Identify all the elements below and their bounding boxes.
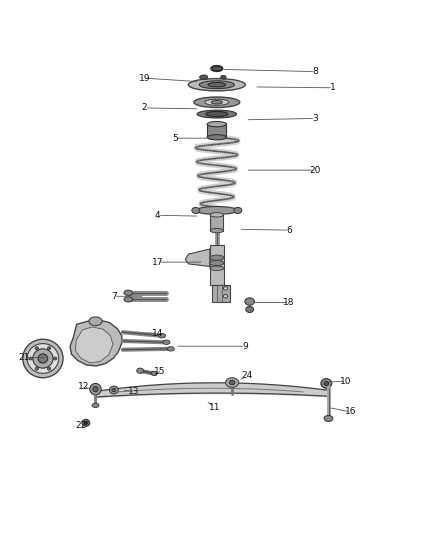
Ellipse shape (211, 66, 223, 71)
Ellipse shape (35, 346, 39, 350)
Ellipse shape (226, 378, 239, 387)
Ellipse shape (211, 101, 222, 104)
Ellipse shape (47, 367, 51, 370)
FancyBboxPatch shape (210, 246, 224, 285)
Text: 22: 22 (75, 421, 87, 430)
Ellipse shape (199, 81, 234, 88)
Ellipse shape (35, 367, 39, 370)
Ellipse shape (84, 421, 88, 424)
Ellipse shape (208, 83, 226, 87)
Text: 18: 18 (283, 298, 295, 307)
Ellipse shape (89, 317, 102, 326)
Text: 9: 9 (242, 342, 248, 351)
Ellipse shape (92, 403, 99, 408)
Text: 2: 2 (142, 103, 147, 112)
Ellipse shape (29, 357, 32, 360)
FancyBboxPatch shape (210, 215, 223, 231)
Ellipse shape (194, 97, 240, 108)
Ellipse shape (112, 388, 116, 392)
Ellipse shape (321, 378, 332, 388)
Ellipse shape (167, 346, 174, 351)
Text: 5: 5 (172, 134, 178, 143)
Ellipse shape (137, 368, 144, 374)
Text: 4: 4 (155, 211, 160, 220)
Ellipse shape (234, 207, 242, 214)
Ellipse shape (163, 340, 170, 344)
Text: 20: 20 (310, 166, 321, 175)
Ellipse shape (93, 386, 98, 392)
Ellipse shape (90, 383, 101, 395)
Ellipse shape (324, 415, 333, 422)
Ellipse shape (53, 357, 57, 360)
Text: 10: 10 (340, 377, 352, 386)
Text: 1: 1 (330, 83, 336, 92)
Ellipse shape (221, 76, 226, 79)
Ellipse shape (33, 349, 53, 368)
Ellipse shape (210, 229, 223, 233)
Text: 15: 15 (154, 367, 166, 376)
Ellipse shape (47, 346, 51, 350)
Ellipse shape (151, 371, 157, 376)
Ellipse shape (210, 213, 223, 217)
Ellipse shape (207, 122, 226, 127)
Text: 24: 24 (242, 372, 253, 381)
Text: 11: 11 (209, 403, 220, 412)
Ellipse shape (188, 78, 245, 91)
Polygon shape (185, 249, 210, 266)
Ellipse shape (23, 339, 63, 378)
Ellipse shape (246, 306, 254, 312)
Ellipse shape (159, 334, 166, 338)
Ellipse shape (196, 206, 237, 214)
Text: 8: 8 (312, 67, 318, 76)
Ellipse shape (200, 75, 208, 79)
Ellipse shape (192, 207, 200, 214)
Text: 19: 19 (139, 74, 150, 83)
Text: 17: 17 (152, 257, 163, 266)
Ellipse shape (206, 111, 228, 117)
Ellipse shape (38, 354, 48, 363)
Ellipse shape (205, 99, 229, 106)
Ellipse shape (110, 386, 118, 394)
Text: 3: 3 (312, 114, 318, 123)
Polygon shape (75, 327, 113, 363)
Ellipse shape (27, 344, 59, 374)
Ellipse shape (82, 419, 90, 426)
Ellipse shape (210, 266, 224, 270)
Ellipse shape (124, 297, 133, 302)
FancyBboxPatch shape (207, 124, 226, 138)
Ellipse shape (223, 287, 228, 290)
Ellipse shape (230, 381, 235, 385)
FancyBboxPatch shape (212, 66, 221, 70)
Ellipse shape (124, 290, 133, 295)
Ellipse shape (223, 295, 228, 298)
Polygon shape (70, 320, 122, 366)
Text: 7: 7 (111, 292, 117, 301)
Ellipse shape (245, 298, 254, 305)
Ellipse shape (210, 255, 224, 260)
Text: 12: 12 (78, 383, 89, 391)
Text: 13: 13 (128, 387, 139, 396)
Text: 16: 16 (345, 407, 356, 416)
Ellipse shape (324, 382, 328, 385)
FancyBboxPatch shape (212, 285, 230, 302)
Text: 6: 6 (286, 225, 292, 235)
Text: 21: 21 (18, 353, 30, 362)
Text: 14: 14 (152, 328, 163, 337)
Ellipse shape (207, 135, 226, 140)
Ellipse shape (197, 110, 237, 118)
Ellipse shape (210, 260, 224, 265)
